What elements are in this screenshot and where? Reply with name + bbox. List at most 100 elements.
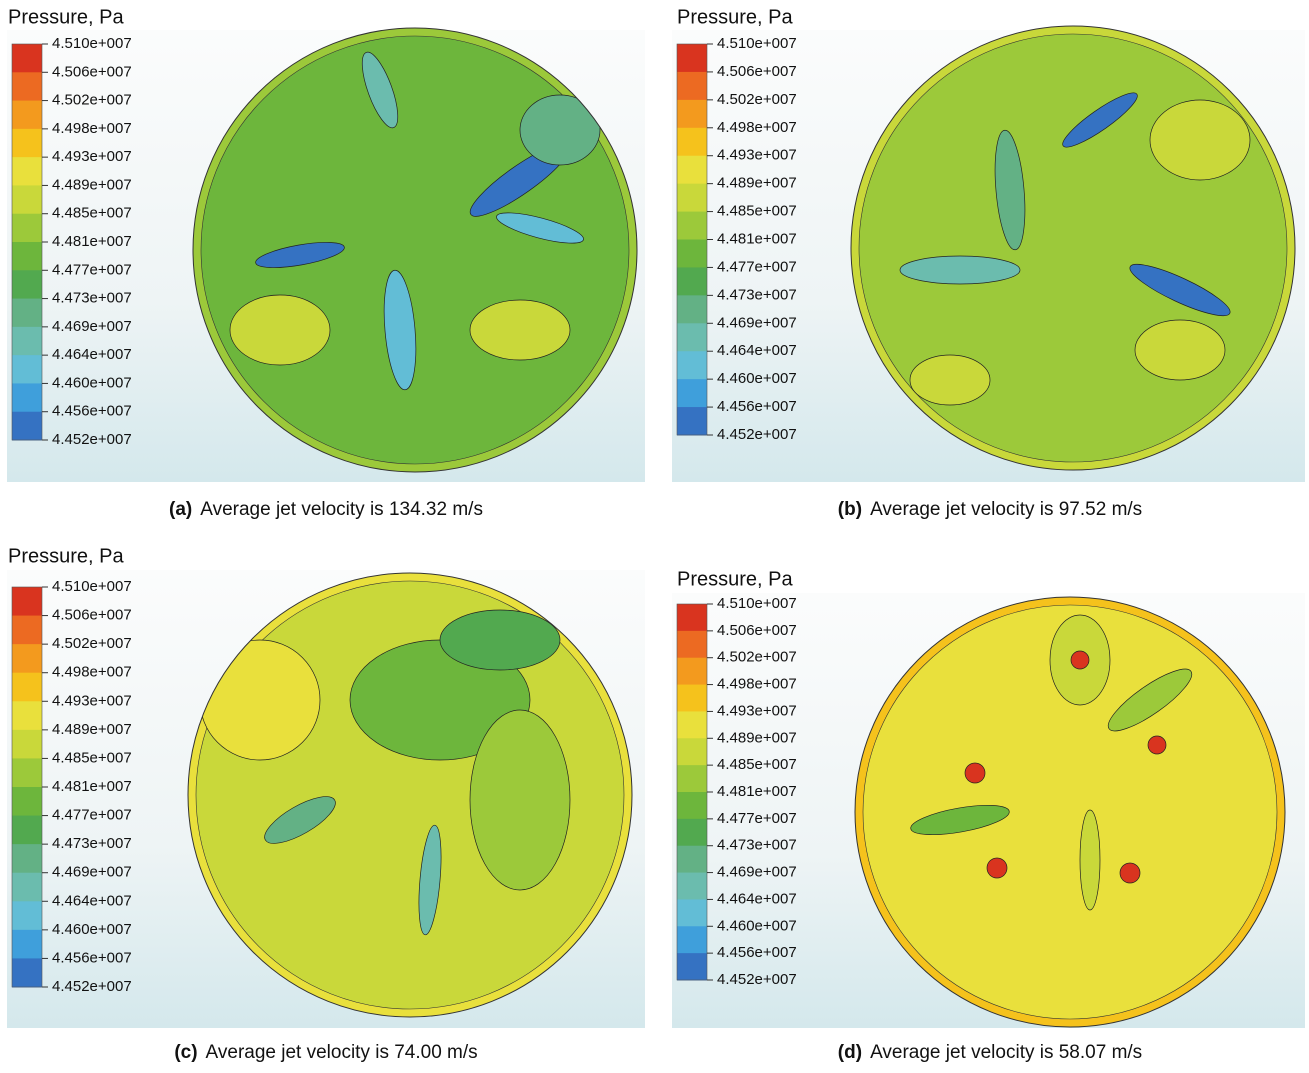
legend-label: 4.489e+007 bbox=[717, 175, 797, 192]
legend-label: 4.473e+007 bbox=[717, 286, 797, 303]
legend-label: 4.502e+007 bbox=[52, 635, 132, 652]
legend-swatch bbox=[12, 299, 42, 328]
legend-swatch bbox=[12, 129, 42, 158]
contour-region bbox=[965, 763, 985, 783]
legend-label: 4.477e+007 bbox=[52, 261, 132, 278]
legend-swatch bbox=[12, 242, 42, 271]
legend-swatch bbox=[677, 604, 707, 631]
legend-label: 4.481e+007 bbox=[52, 778, 132, 795]
legend-swatch bbox=[12, 844, 42, 873]
legend-swatch bbox=[677, 379, 707, 407]
legend-label: 4.469e+007 bbox=[52, 864, 132, 881]
legend-label: 4.506e+007 bbox=[52, 607, 132, 624]
legend-label: 4.452e+007 bbox=[717, 971, 797, 988]
legend-swatch bbox=[677, 267, 707, 295]
legend-label: 4.502e+007 bbox=[52, 92, 132, 109]
caption-label: (c) bbox=[174, 1042, 197, 1063]
legend-label: 4.485e+007 bbox=[52, 749, 132, 766]
legend-swatch bbox=[12, 157, 42, 186]
legend-swatch bbox=[677, 44, 707, 72]
legend-swatch bbox=[677, 685, 707, 712]
legend-label: 4.460e+007 bbox=[52, 374, 132, 391]
legend-swatch bbox=[677, 407, 707, 435]
legend-swatch bbox=[12, 214, 42, 243]
legend-label: 4.506e+007 bbox=[52, 63, 132, 80]
legend-label: 4.489e+007 bbox=[717, 729, 797, 746]
legend-swatch bbox=[677, 738, 707, 765]
legend-swatch bbox=[12, 673, 42, 702]
contour-field bbox=[851, 26, 1295, 470]
legend-label: 4.464e+007 bbox=[717, 342, 797, 359]
contour-field bbox=[188, 573, 632, 1017]
legend-swatch bbox=[12, 327, 42, 356]
legend-label: 4.510e+007 bbox=[717, 595, 797, 612]
legend-label: 4.481e+007 bbox=[717, 230, 797, 247]
legend-title: Pressure, Pa bbox=[8, 6, 124, 28]
caption-text: Average jet velocity is 58.07 m/s bbox=[870, 1042, 1142, 1063]
legend-swatch bbox=[677, 765, 707, 792]
contour-region bbox=[1150, 100, 1250, 180]
contour-region bbox=[1120, 863, 1140, 883]
contour-region bbox=[1148, 736, 1166, 754]
legend-label: 4.510e+007 bbox=[717, 35, 797, 52]
legend-label: 4.489e+007 bbox=[52, 721, 132, 738]
legend-swatch bbox=[677, 212, 707, 240]
legend-swatch bbox=[677, 711, 707, 738]
legend-label: 4.456e+007 bbox=[717, 944, 797, 961]
legend-swatch bbox=[677, 156, 707, 184]
legend-label: 4.493e+007 bbox=[717, 147, 797, 164]
legend-swatch bbox=[12, 616, 42, 645]
contour-field bbox=[193, 28, 637, 472]
legend-label: 4.456e+007 bbox=[52, 403, 132, 420]
legend-swatch bbox=[677, 240, 707, 268]
legend-swatch bbox=[677, 128, 707, 156]
legend-label: 4.452e+007 bbox=[717, 426, 797, 443]
legend-label: 4.469e+007 bbox=[717, 864, 797, 881]
contour-region bbox=[987, 858, 1007, 878]
contour-region bbox=[900, 256, 1020, 284]
caption-label: (d) bbox=[838, 1042, 862, 1063]
contour-region bbox=[470, 710, 570, 890]
contour-region bbox=[470, 300, 570, 360]
legend-swatch bbox=[12, 730, 42, 759]
panel: Pressure, Pa 4.510e+007 4.506e+007 4.502e+0… bbox=[7, 6, 645, 520]
legend-swatch bbox=[12, 873, 42, 902]
legend-swatch bbox=[12, 270, 42, 299]
legend-swatch bbox=[12, 930, 42, 959]
legend-swatch bbox=[12, 72, 42, 101]
contour-field bbox=[855, 597, 1285, 1027]
legend-swatch bbox=[12, 101, 42, 130]
legend-label: 4.493e+007 bbox=[717, 702, 797, 719]
legend-label: 4.464e+007 bbox=[717, 890, 797, 907]
legend-label: 4.481e+007 bbox=[717, 783, 797, 800]
legend-label: 4.489e+007 bbox=[52, 176, 132, 193]
legend-title: Pressure, Pa bbox=[677, 568, 793, 590]
legend-label: 4.469e+007 bbox=[717, 314, 797, 331]
legend-label: 4.464e+007 bbox=[52, 346, 132, 363]
legend-label: 4.477e+007 bbox=[52, 807, 132, 824]
legend-label: 4.502e+007 bbox=[717, 91, 797, 108]
panel: Pressure, Pa4.510e+0074.506e+0074.502e+0… bbox=[672, 568, 1305, 1063]
legend-swatch bbox=[677, 323, 707, 351]
legend-label: 4.456e+007 bbox=[717, 398, 797, 415]
legend-label: 4.506e+007 bbox=[717, 63, 797, 80]
caption: (d) Average jet velocity is 58.07 m/s bbox=[838, 1042, 1142, 1063]
panel: Pressure, Pa4.510e+0074.506e+0074.502e+0… bbox=[7, 545, 645, 1063]
legend-swatch bbox=[12, 901, 42, 930]
caption: (a)Average jet velocity is 134.32 m/s bbox=[169, 499, 483, 520]
legend-label: 4.493e+007 bbox=[52, 692, 132, 709]
legend-label: 4.452e+007 bbox=[52, 431, 132, 448]
legend-label: 4.498e+007 bbox=[717, 119, 797, 136]
figure: Pressure, Pa 4.510e+007 4.506e+007 4.502e+0… bbox=[0, 0, 1309, 1073]
legend-label: 4.510e+007 bbox=[52, 35, 132, 52]
legend-swatch bbox=[677, 846, 707, 873]
legend-label: 4.502e+007 bbox=[717, 649, 797, 666]
legend-swatch bbox=[12, 787, 42, 816]
legend-label: 4.485e+007 bbox=[717, 756, 797, 773]
caption: (b)Average jet velocity is 97.52 m/s bbox=[838, 499, 1142, 520]
legend-label: 4.498e+007 bbox=[52, 664, 132, 681]
legend-label: 4.473e+007 bbox=[52, 290, 132, 307]
legend-swatch bbox=[12, 44, 42, 73]
legend-swatch bbox=[12, 701, 42, 730]
contour-region bbox=[1071, 651, 1089, 669]
